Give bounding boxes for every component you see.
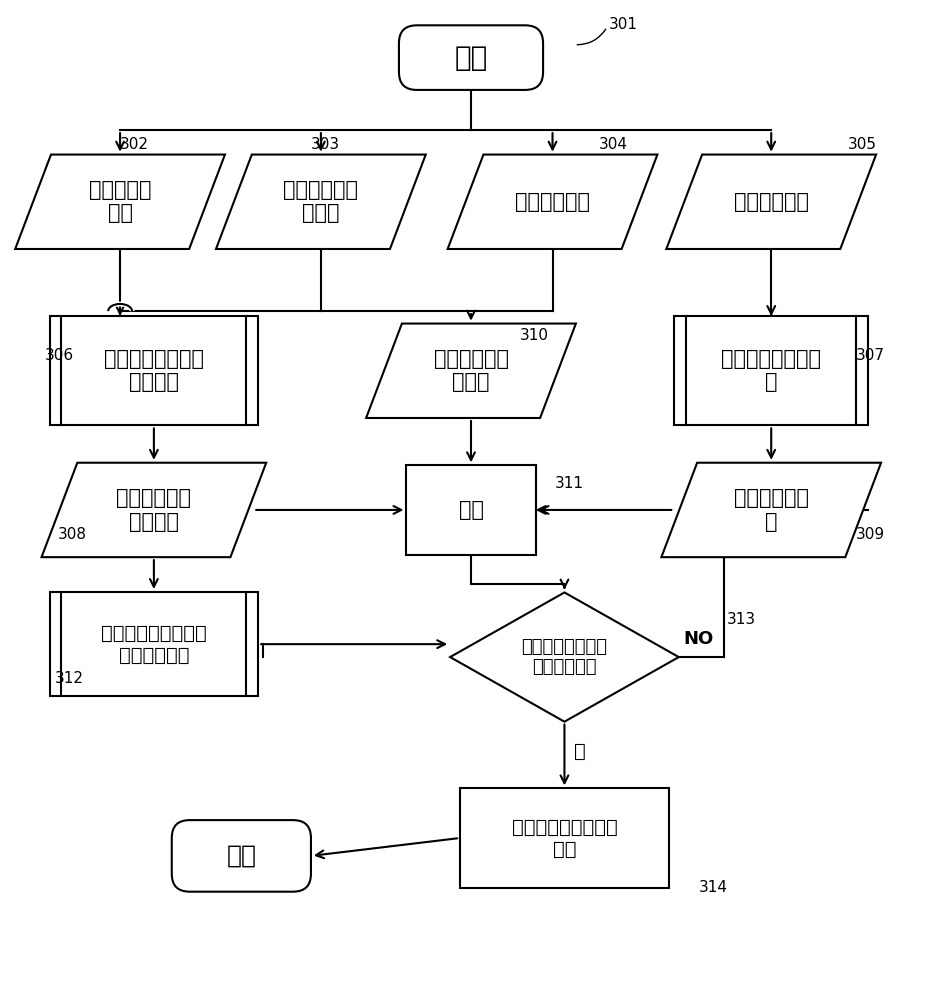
- Polygon shape: [366, 324, 576, 418]
- Text: 314: 314: [699, 880, 728, 895]
- Text: 组合: 组合: [458, 500, 484, 520]
- Text: 地层信息数据: 地层信息数据: [515, 192, 590, 212]
- Text: 是: 是: [574, 742, 587, 761]
- Polygon shape: [450, 592, 679, 722]
- Polygon shape: [667, 155, 876, 249]
- Text: 低频模型的集
合: 低频模型的集 合: [734, 488, 809, 532]
- Text: 311: 311: [554, 476, 584, 491]
- Text: 313: 313: [726, 612, 755, 627]
- Polygon shape: [661, 463, 881, 557]
- Text: 304: 304: [599, 137, 628, 152]
- Text: 放大的测井
数据: 放大的测井 数据: [89, 180, 151, 223]
- Text: 305: 305: [848, 137, 877, 152]
- FancyBboxPatch shape: [172, 820, 311, 892]
- Text: 结束: 结束: [226, 844, 256, 868]
- Text: 地震速度数据: 地震速度数据: [734, 192, 809, 212]
- Text: NO: NO: [684, 630, 714, 648]
- Text: 309: 309: [855, 527, 885, 542]
- Text: 生成弹性属性的最终
模型: 生成弹性属性的最终 模型: [511, 817, 618, 858]
- Text: 生成角度相关性小
波的集合: 生成角度相关性小 波的集合: [104, 349, 204, 392]
- Polygon shape: [15, 155, 225, 249]
- Text: 310: 310: [520, 328, 549, 343]
- Text: 角度相关性小
波的集合: 角度相关性小 波的集合: [116, 488, 191, 532]
- Text: 312: 312: [55, 671, 84, 686]
- FancyBboxPatch shape: [399, 25, 543, 90]
- Polygon shape: [216, 155, 426, 249]
- Bar: [49, 316, 258, 425]
- Bar: [460, 788, 669, 888]
- Bar: [49, 592, 258, 696]
- Text: 307: 307: [855, 348, 885, 363]
- Text: 303: 303: [311, 137, 340, 152]
- Polygon shape: [448, 155, 657, 249]
- Text: 执行非线性直接叠前
地震反演模型: 执行非线性直接叠前 地震反演模型: [101, 624, 207, 665]
- Text: 检索: 检索: [455, 44, 488, 72]
- Text: 生成低频模型的集
合: 生成低频模型的集 合: [721, 349, 821, 392]
- Text: 306: 306: [44, 348, 74, 363]
- Text: 最终的非线性直接
叠前地震反演: 最终的非线性直接 叠前地震反演: [521, 638, 607, 676]
- Text: 角度图像道集
的集合: 角度图像道集 的集合: [284, 180, 358, 223]
- Bar: [674, 316, 869, 425]
- Bar: [406, 465, 536, 555]
- Text: 301: 301: [609, 17, 638, 32]
- Text: 302: 302: [120, 137, 149, 152]
- Polygon shape: [41, 463, 266, 557]
- Text: 角度图像道集
的集合: 角度图像道集 的集合: [434, 349, 508, 392]
- Text: 308: 308: [58, 527, 87, 542]
